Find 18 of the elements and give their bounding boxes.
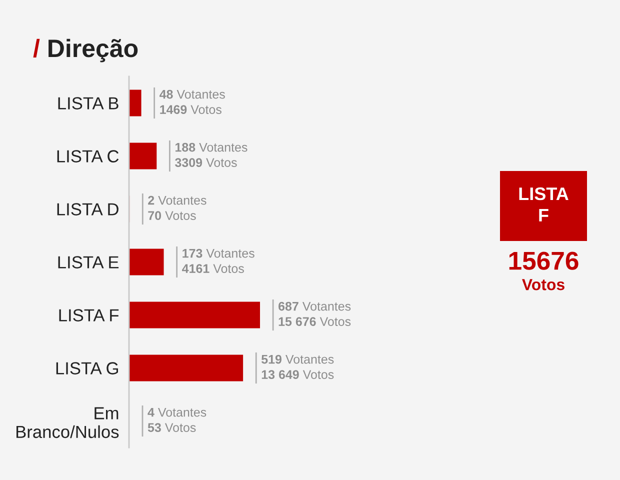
- y-tick-label: LISTA F: [59, 309, 119, 322]
- y-tick-label: Em Branco/Nulos: [16, 407, 119, 438]
- text: LISTA F: [519, 187, 568, 222]
- y-tick-label: LISTA C: [57, 150, 119, 162]
- data-label: 4 Votantes 53 Votos: [148, 408, 206, 432]
- chart-title: / Direção: [33, 38, 138, 62]
- data-label: 48 Votantes 1469 Votos: [160, 90, 225, 114]
- text: Votos: [522, 279, 564, 290]
- data-label: 687 Votantes 15 676 Votos: [278, 302, 351, 326]
- data-label: 2 Votantes 70 Votos: [148, 196, 206, 220]
- y-tick-label: LISTA G: [56, 362, 118, 374]
- data-label: 173 Votantes 4161 Votos: [182, 248, 254, 273]
- data-label: 188 Votantes 3309 Votos: [174, 142, 248, 168]
- y-tick-label: LISTA E: [58, 256, 119, 268]
- y-tick-label: LISTA D: [57, 203, 118, 216]
- text: 15676: [509, 252, 578, 270]
- data-label: 519 Votantes 13 649 Votos: [262, 354, 334, 380]
- y-tick-label: LISTA B: [58, 97, 118, 110]
